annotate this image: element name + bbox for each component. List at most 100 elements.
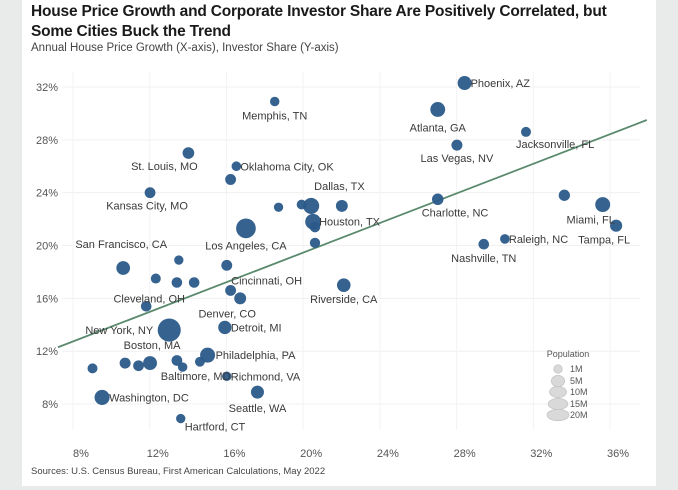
data-point: [309, 237, 321, 249]
legend-size-marker: [553, 364, 563, 374]
chart-subtitle: Annual House Price Growth (X-axis), Inve…: [31, 42, 339, 54]
legend-size-marker: [550, 374, 566, 387]
point-label: Las Vegas, NV: [421, 153, 494, 165]
point-label: Los Angeles, CA: [205, 240, 287, 252]
point-label: Hartford, CT: [185, 422, 246, 434]
point-label: Seattle, WA: [229, 403, 287, 415]
data-point: [144, 187, 156, 199]
point-label: Dallas, TX: [314, 181, 365, 193]
y-tick-label: 20%: [36, 241, 58, 253]
x-tick-label: 8%: [73, 448, 89, 460]
data-point: [195, 356, 205, 367]
data-point: [171, 355, 183, 366]
data-point: [218, 320, 232, 335]
x-tick-label: 28%: [454, 448, 476, 460]
legend-size-marker: [547, 397, 569, 410]
data-point: [335, 199, 348, 212]
y-tick-label: 32%: [36, 82, 58, 94]
point-label: Atlanta, GA: [410, 122, 467, 134]
data-point: [273, 202, 284, 212]
x-tick-label: 20%: [300, 448, 322, 460]
point-label: Nashville, TN: [451, 253, 516, 265]
data-point: [269, 96, 280, 107]
data-point: [451, 139, 463, 151]
point-label: Houston, TX: [319, 217, 381, 229]
point-label: Washington, DC: [109, 392, 189, 404]
legend-size-marker: [549, 385, 567, 398]
legend-label: 1M: [570, 364, 583, 374]
legend-label: 5M: [570, 376, 583, 386]
data-point: [234, 292, 247, 305]
data-point: [478, 238, 490, 250]
point-label: New York, NY: [85, 325, 154, 337]
data-point: [188, 277, 200, 288]
legend-label: 20M: [570, 410, 588, 420]
legend-label: 10M: [570, 387, 588, 397]
point-label: Phoenix, AZ: [471, 78, 531, 90]
data-point: [610, 219, 623, 232]
point-label: Charlotte, NC: [422, 207, 489, 219]
data-point: [157, 318, 181, 342]
x-tick-label: 36%: [607, 448, 629, 460]
y-tick-label: 12%: [36, 346, 58, 358]
data-point: [87, 363, 98, 374]
data-point: [336, 278, 351, 292]
data-point: [236, 218, 256, 239]
data-point: [309, 221, 321, 233]
data-point: [303, 197, 320, 214]
data-point: [221, 259, 233, 271]
data-point: [430, 102, 446, 117]
point-label: Detroit, MI: [231, 322, 282, 334]
data-point: [176, 413, 186, 424]
point-label: Denver, CO: [198, 308, 256, 320]
data-point: [150, 273, 161, 284]
data-point: [177, 362, 188, 372]
point-label: Cleveland, OH: [113, 293, 185, 305]
data-point: [225, 284, 237, 296]
data-point: [222, 371, 232, 382]
x-tick-label: 32%: [530, 448, 552, 460]
data-point: [182, 147, 195, 159]
data-point: [520, 126, 531, 137]
point-label: San Francisco, CA: [75, 239, 167, 251]
legend-size-marker: [546, 408, 570, 421]
data-point: [116, 261, 131, 275]
data-point: [250, 385, 264, 399]
point-label: Miami, FL: [567, 215, 615, 227]
point-label: Jacksonville, FL: [516, 139, 594, 151]
point-label: Cincinnati, OH: [231, 275, 302, 287]
chart-source: Sources: U.S. Census Bureau, First Ameri…: [31, 466, 326, 477]
trendline: [57, 119, 648, 349]
y-tick-label: 8%: [42, 399, 58, 411]
point-label: Boston, MA: [124, 340, 182, 352]
data-point: [171, 277, 183, 288]
data-point: [119, 357, 131, 369]
chart-title: House Price Growth and Corporate Investo…: [31, 3, 607, 40]
y-tick-label: 24%: [36, 188, 58, 200]
point-label: Memphis, TN: [242, 111, 307, 123]
y-tick-label: 28%: [36, 135, 58, 147]
data-point: [231, 161, 242, 172]
legend-label: 15M: [570, 399, 588, 409]
point-label: Raleigh, NC: [509, 234, 568, 246]
data-point: [431, 193, 444, 206]
data-point: [174, 255, 184, 265]
point-label: St. Louis, MO: [131, 161, 198, 173]
point-label: Richmond, VA: [231, 371, 301, 383]
data-point: [225, 174, 237, 185]
y-tick-label: 16%: [36, 293, 58, 305]
point-label: Baltimore, MD: [161, 371, 231, 383]
point-label: Oklahoma City, OK: [240, 161, 334, 173]
x-tick-label: 24%: [377, 448, 399, 460]
legend-title: Population: [547, 349, 590, 359]
data-point: [140, 300, 152, 312]
data-point: [595, 197, 611, 213]
data-point: [558, 189, 570, 201]
point-label: Tampa, FL: [578, 235, 630, 247]
data-point: [133, 360, 144, 372]
point-label: Kansas City, MO: [106, 201, 188, 213]
data-point: [94, 389, 110, 405]
data-point: [143, 356, 157, 371]
x-tick-label: 12%: [147, 448, 169, 460]
